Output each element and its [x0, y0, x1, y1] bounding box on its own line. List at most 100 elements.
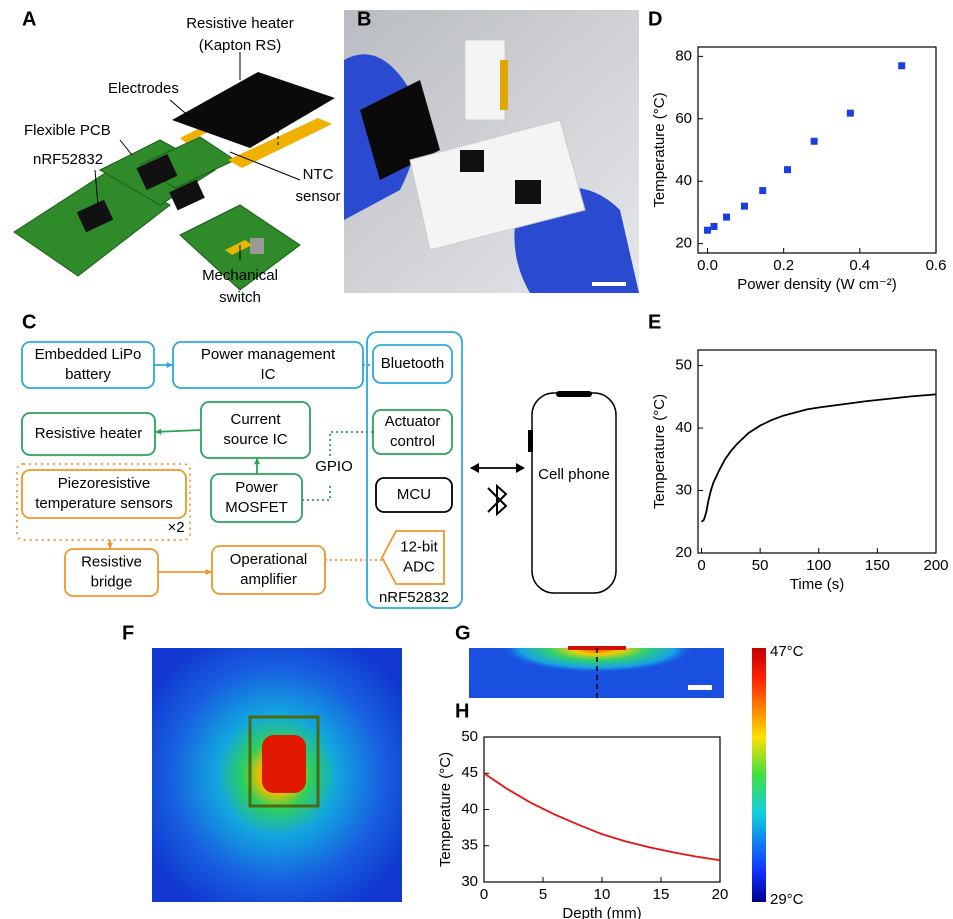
plot-frame: [698, 47, 936, 253]
node-label: battery: [65, 366, 111, 383]
device-photo: [344, 10, 639, 293]
y-tick-label: 60: [675, 110, 692, 127]
panel-label: D: [648, 8, 662, 30]
y-axis-label: Temperature (°C): [437, 752, 454, 867]
node-label: Actuator: [385, 413, 441, 430]
annotation: Mechanical: [202, 267, 278, 284]
panel-label: C: [22, 311, 36, 333]
data-point: [847, 110, 854, 117]
node-label: IC: [261, 366, 276, 383]
arrow-head: [470, 463, 479, 473]
figure: Embedded LiPobatteryPower managementICBl…: [0, 0, 953, 919]
node-label: amplifier: [240, 571, 297, 588]
x-tick-label: 50: [752, 557, 769, 574]
y-tick-label: 45: [461, 764, 478, 781]
connector: [155, 430, 201, 432]
node-label: temperature sensors: [35, 495, 173, 512]
node-label: Current: [230, 411, 281, 428]
multiplier-label: ×2: [167, 519, 184, 536]
x-tick-label: 200: [923, 557, 948, 574]
annotation: switch: [219, 289, 261, 306]
thermal-gradient: [500, 648, 695, 698]
data-point: [704, 227, 711, 234]
phone-notch: [556, 391, 592, 397]
node-label: Resistive heater: [35, 425, 143, 442]
data-line: [702, 394, 936, 521]
y-tick-label: 30: [675, 482, 692, 499]
scale-bar: [592, 282, 626, 286]
node-label: Bluetooth: [381, 355, 444, 372]
chip: [515, 180, 541, 204]
annotation: nRF52832: [33, 151, 103, 168]
x-tick-label: 10: [594, 886, 611, 903]
phone-body: [532, 393, 616, 593]
panel-label: A: [22, 8, 36, 30]
y-tick-label: 35: [461, 837, 478, 854]
x-axis-label: Power density (W cm⁻²): [737, 276, 897, 293]
y-axis-label: Temperature (°C): [651, 92, 668, 207]
node-label: Power: [235, 479, 278, 496]
chip-label: nRF52832: [379, 589, 449, 606]
colorbar: [752, 648, 766, 902]
annotation: Resistive heater: [186, 15, 294, 32]
y-tick-label: 20: [675, 544, 692, 561]
hot-spot: [262, 735, 306, 793]
node-label: bridge: [91, 573, 133, 590]
node-label: 12-bit: [400, 538, 438, 555]
node-label: Embedded LiPo: [35, 346, 142, 363]
panel-label: F: [122, 622, 134, 644]
x-axis-label: Depth (mm): [562, 905, 641, 919]
y-axis-label: Temperature (°C): [651, 394, 668, 509]
colorbar-max: 47°C: [770, 643, 804, 660]
annotation: Electrodes: [108, 80, 179, 97]
arrow-head: [206, 569, 212, 575]
x-tick-label: 0.4: [849, 257, 870, 274]
thermal-maps: [152, 646, 766, 902]
scale-bar: [688, 685, 712, 690]
bluetooth-icon: [488, 486, 506, 514]
switch: [250, 238, 264, 254]
y-tick-label: 80: [675, 47, 692, 64]
y-tick-label: 30: [461, 873, 478, 890]
x-tick-label: 150: [865, 557, 890, 574]
data-point: [898, 62, 905, 69]
electrode: [500, 60, 508, 110]
x-tick-label: 0: [697, 557, 705, 574]
data-point: [741, 203, 748, 210]
node-label: MOSFET: [225, 499, 288, 516]
x-tick-label: 5: [539, 886, 547, 903]
data-line: [484, 773, 720, 860]
arrow-head: [516, 463, 525, 473]
leader-line: [120, 140, 132, 155]
panel-label: H: [455, 700, 469, 722]
data-point: [811, 138, 818, 145]
x-tick-label: 15: [653, 886, 670, 903]
x-tick-label: 0.0: [697, 257, 718, 274]
x-tick-label: 0: [480, 886, 488, 903]
arrow-head: [107, 543, 113, 549]
data-point: [710, 223, 717, 230]
gpio-label: GPIO: [315, 458, 353, 475]
arrow-head: [167, 362, 173, 368]
node-label: Piezoresistive: [58, 475, 151, 492]
y-tick-label: 20: [675, 235, 692, 252]
node-label: MCU: [397, 486, 431, 503]
page: Embedded LiPobatteryPower managementICBl…: [0, 0, 953, 919]
connector: [302, 484, 330, 500]
arrow-head: [254, 458, 260, 464]
y-tick-label: 40: [461, 800, 478, 817]
pcb-board: [465, 40, 505, 120]
y-tick-label: 50: [675, 357, 692, 374]
node-label: Resistive: [81, 553, 142, 570]
node-label: Operational: [230, 551, 308, 568]
panel-label: G: [455, 622, 471, 644]
annotation: NTC: [303, 166, 334, 183]
node-label: control: [390, 433, 435, 450]
plot-frame: [484, 737, 720, 882]
node-label: source IC: [223, 431, 287, 448]
annotation: (Kapton RS): [199, 37, 282, 54]
colorbar-min: 29°C: [770, 891, 804, 908]
plot-frame: [698, 350, 936, 553]
data-point: [759, 187, 766, 194]
data-point: [784, 166, 791, 173]
